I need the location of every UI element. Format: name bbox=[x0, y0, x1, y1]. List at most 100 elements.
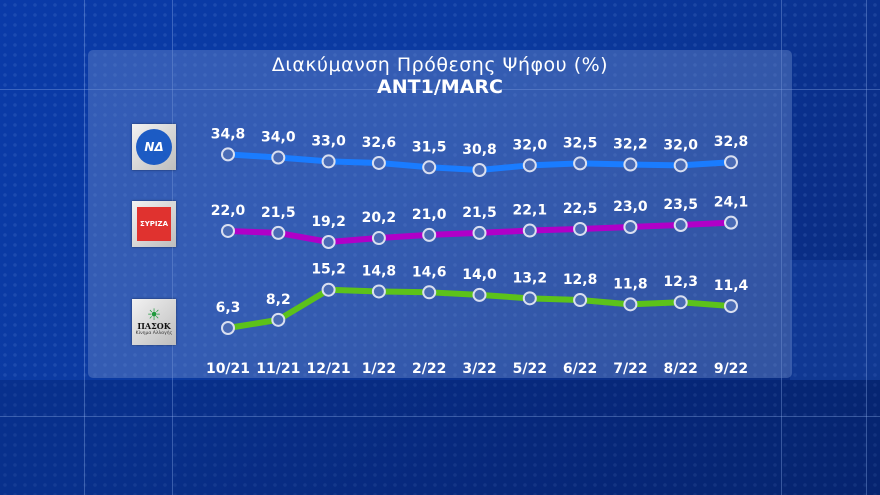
x-axis-tick-label: 3/22 bbox=[462, 361, 496, 377]
x-axis-tick-label: 2/22 bbox=[412, 361, 446, 377]
nd-logo-icon: ΝΔ bbox=[132, 124, 176, 170]
pasok-logo-name: ΠΑΣΟΚ bbox=[137, 320, 171, 331]
background-line bbox=[84, 0, 85, 495]
x-axis-tick-label: 8/22 bbox=[664, 361, 698, 377]
data-point-marker bbox=[673, 158, 688, 173]
chart-title: Διακύμανση Πρόθεσης Ψήφου (%) bbox=[271, 54, 609, 76]
data-point-marker bbox=[221, 321, 235, 335]
data-label: 32,2 bbox=[613, 137, 648, 153]
pasok-sun-icon: ☀ bbox=[146, 304, 162, 324]
data-point-marker bbox=[221, 147, 235, 162]
pasok-logo-subtext: Κίνημα Αλλαγής bbox=[135, 330, 173, 336]
data-point-marker bbox=[422, 285, 437, 300]
data-label: 24,1 bbox=[714, 195, 749, 211]
nd-logo-mark: ΝΔ bbox=[136, 129, 172, 165]
x-axis: 10/21 11/21 12/21 1/22 2/22 3/22 5/22 6/22 7/22 8… bbox=[206, 361, 748, 377]
data-label: 13,2 bbox=[513, 270, 548, 286]
data-label: 11,8 bbox=[613, 276, 648, 292]
x-axis-tick-label: 11/21 bbox=[256, 361, 300, 377]
background-block bbox=[790, 260, 880, 380]
data-label: 34,8 bbox=[211, 126, 246, 142]
data-label: 11,4 bbox=[714, 278, 749, 294]
data-point-marker bbox=[724, 215, 738, 230]
syriza-logo-icon: ΣΥΡΙΖΑ bbox=[132, 201, 176, 247]
data-label: 14,8 bbox=[362, 263, 397, 279]
data-label: 22,5 bbox=[563, 201, 598, 217]
data-point-marker bbox=[573, 221, 588, 236]
x-axis-tick-label: 7/22 bbox=[613, 361, 647, 377]
x-axis-tick-label: 9/22 bbox=[714, 361, 748, 377]
chart-panel bbox=[88, 50, 792, 378]
x-axis-tick-label: 6/22 bbox=[563, 361, 597, 377]
data-label: 6,3 bbox=[216, 300, 241, 316]
data-label: 21,5 bbox=[462, 205, 497, 221]
data-point-marker bbox=[271, 150, 286, 165]
data-point-marker bbox=[724, 299, 738, 314]
data-point-marker bbox=[271, 312, 286, 327]
x-axis-tick-label: 1/22 bbox=[362, 361, 396, 377]
data-point-marker bbox=[422, 227, 437, 242]
background-line bbox=[0, 89, 880, 90]
data-label: 21,0 bbox=[412, 207, 447, 223]
data-label: 8,2 bbox=[266, 292, 291, 308]
data-label: 31,5 bbox=[412, 139, 447, 155]
data-point-marker bbox=[371, 231, 386, 246]
data-point-marker bbox=[271, 225, 286, 240]
data-point-marker bbox=[522, 291, 537, 306]
data-label: 23,0 bbox=[613, 199, 648, 215]
background-line bbox=[781, 0, 782, 495]
background-line bbox=[0, 416, 880, 417]
data-label: 32,6 bbox=[362, 135, 397, 151]
syriza-logo-mark: ΣΥΡΙΖΑ bbox=[137, 207, 171, 241]
data-label: 33,0 bbox=[311, 133, 346, 149]
background-block bbox=[0, 380, 880, 495]
data-point-marker bbox=[573, 156, 588, 171]
data-point-marker bbox=[472, 287, 487, 302]
data-point-marker bbox=[321, 282, 336, 297]
data-label: 30,8 bbox=[462, 142, 497, 158]
data-point-marker bbox=[623, 157, 638, 172]
data-point-marker bbox=[623, 219, 638, 234]
data-point-marker bbox=[371, 284, 386, 299]
data-label: 23,5 bbox=[663, 197, 698, 213]
data-point-marker bbox=[221, 223, 235, 238]
data-label: 14,6 bbox=[412, 264, 447, 280]
data-point-marker bbox=[573, 293, 588, 308]
data-label: 21,5 bbox=[261, 205, 296, 221]
x-axis-tick-label: 5/22 bbox=[513, 361, 547, 377]
data-point-marker bbox=[623, 297, 638, 312]
data-point-marker bbox=[522, 158, 537, 173]
data-label: 34,0 bbox=[261, 130, 296, 146]
data-label: 15,2 bbox=[311, 262, 346, 278]
x-axis-tick-label: 10/21 bbox=[206, 361, 250, 377]
chart-subtitle: ANT1/MARC bbox=[377, 76, 503, 98]
data-label: 12,3 bbox=[663, 274, 698, 290]
data-point-marker bbox=[321, 235, 336, 249]
series-layer: 34,8 34,0 33,0 32,6 31,5 30,8 32,0 32,5 32,2 32,0… bbox=[211, 126, 749, 335]
data-point-marker bbox=[371, 155, 386, 170]
data-label: 22,0 bbox=[211, 203, 246, 219]
data-point-marker bbox=[673, 295, 688, 310]
data-point-marker bbox=[472, 225, 487, 240]
data-point-marker bbox=[472, 163, 487, 177]
data-label: 22,1 bbox=[513, 203, 548, 219]
data-point-marker bbox=[321, 154, 336, 169]
data-point-marker bbox=[522, 223, 537, 238]
pasok-logo-icon: ☀ ΠΑΣΟΚ Κίνημα Αλλαγής bbox=[132, 299, 176, 345]
data-label: 32,0 bbox=[663, 137, 698, 153]
data-point-marker bbox=[724, 155, 738, 170]
data-label: 12,8 bbox=[563, 272, 598, 288]
data-label: 14,0 bbox=[462, 267, 497, 283]
data-label: 19,2 bbox=[311, 214, 346, 230]
x-axis-tick-label: 12/21 bbox=[307, 361, 351, 377]
data-label: 32,8 bbox=[714, 134, 749, 150]
data-label: 32,0 bbox=[513, 137, 548, 153]
data-point-marker bbox=[673, 218, 688, 233]
background-line bbox=[866, 0, 867, 495]
data-point-marker bbox=[422, 160, 437, 175]
background-line bbox=[172, 0, 173, 495]
data-label: 32,5 bbox=[563, 135, 598, 151]
data-label: 20,2 bbox=[362, 210, 397, 226]
